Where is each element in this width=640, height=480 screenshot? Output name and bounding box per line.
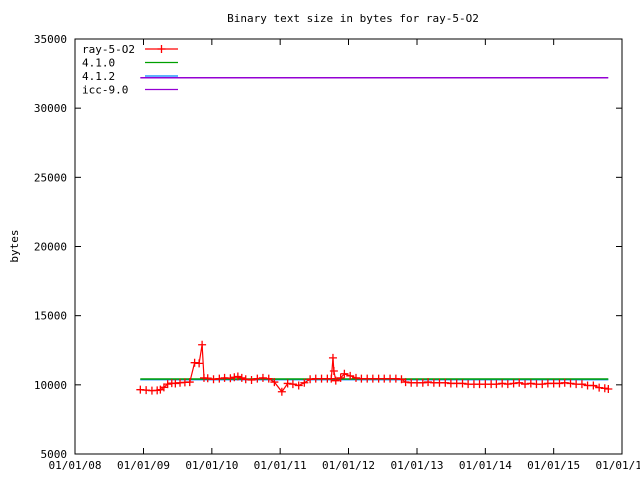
data-point	[329, 367, 338, 375]
data-point	[515, 378, 524, 387]
y-tick-label: 25000	[34, 171, 67, 184]
y-tick-label: 5000	[41, 448, 68, 461]
data-point	[241, 375, 250, 384]
y-axis: 5000 10000 15000 20000 25000 30000 35000	[34, 33, 622, 461]
data-point	[203, 374, 212, 383]
data-point	[346, 371, 355, 380]
data-point	[595, 383, 604, 392]
data-point	[604, 384, 613, 393]
data-point	[401, 378, 410, 387]
data-point	[600, 384, 609, 393]
data-point	[190, 358, 199, 367]
data-point	[555, 379, 564, 388]
data-point	[328, 353, 337, 362]
data-point	[498, 379, 507, 388]
x-tick-label: 01/01/16	[596, 459, 640, 472]
data-point	[492, 380, 501, 389]
data-point	[577, 380, 586, 389]
data-point	[198, 340, 207, 349]
legend-marker	[157, 45, 166, 53]
data-point	[283, 379, 292, 388]
data-point	[226, 374, 235, 383]
data-point	[526, 379, 535, 388]
data-point	[589, 381, 598, 390]
data-point	[424, 378, 433, 387]
data-point	[418, 378, 427, 387]
data-point	[230, 373, 239, 382]
data-point	[503, 380, 512, 389]
chart-title: Binary text size in bytes for ray-5-O2	[227, 12, 479, 25]
y-tick-label: 35000	[34, 33, 67, 46]
data-point	[391, 374, 400, 383]
y-axis-label: bytes	[8, 229, 21, 262]
x-tick-label: 01/01/12	[322, 459, 375, 472]
data-point	[300, 378, 309, 387]
data-point	[306, 375, 315, 384]
data-point	[397, 375, 406, 384]
data-point	[195, 359, 204, 368]
data-point	[458, 379, 467, 388]
x-axis: 01/01/08 01/01/09 01/01/10 01/01/11 01/01/12…	[49, 39, 640, 472]
legend-label: 4.1.2	[82, 70, 115, 83]
data-point	[277, 387, 286, 396]
data-point	[351, 373, 360, 382]
data-point	[237, 373, 246, 382]
data-point	[336, 373, 345, 382]
data-point	[441, 378, 450, 387]
x-tick-label: 01/01/13	[391, 459, 444, 472]
data-point	[253, 374, 262, 383]
series-ray-5-O2	[136, 340, 613, 396]
legend-label: ray-5-O2	[82, 43, 135, 56]
y-tick-label: 15000	[34, 310, 67, 323]
legend-label: icc-9.0	[82, 84, 128, 97]
data-point	[209, 375, 218, 384]
data-point	[270, 378, 279, 387]
x-tick-label: 01/01/10	[185, 459, 238, 472]
data-point	[233, 372, 242, 381]
y-tick-label: 30000	[34, 102, 67, 115]
data-point	[215, 374, 224, 383]
data-point	[264, 374, 273, 383]
data-point	[171, 379, 180, 388]
data-point	[185, 378, 194, 387]
data-point	[258, 373, 267, 382]
legend-label: 4.1.0	[82, 57, 115, 70]
data-point	[247, 375, 256, 384]
y-tick-label: 10000	[34, 379, 67, 392]
data-point	[163, 380, 172, 389]
x-tick-label: 01/01/08	[49, 459, 102, 472]
x-tick-label: 01/01/14	[459, 459, 512, 472]
y-tick-label: 20000	[34, 241, 67, 254]
series-layer	[136, 76, 613, 396]
data-point	[566, 379, 575, 388]
data-point	[294, 381, 303, 390]
data-point	[509, 379, 518, 388]
data-point	[521, 380, 530, 389]
data-point	[340, 369, 349, 378]
data-point	[560, 378, 569, 387]
data-point	[331, 376, 340, 385]
data-point	[538, 380, 547, 389]
x-tick-label: 01/01/15	[527, 459, 580, 472]
x-tick-label: 01/01/11	[254, 459, 307, 472]
data-point	[288, 380, 297, 389]
x-tick-label: 01/01/09	[117, 459, 170, 472]
data-point	[327, 374, 336, 383]
